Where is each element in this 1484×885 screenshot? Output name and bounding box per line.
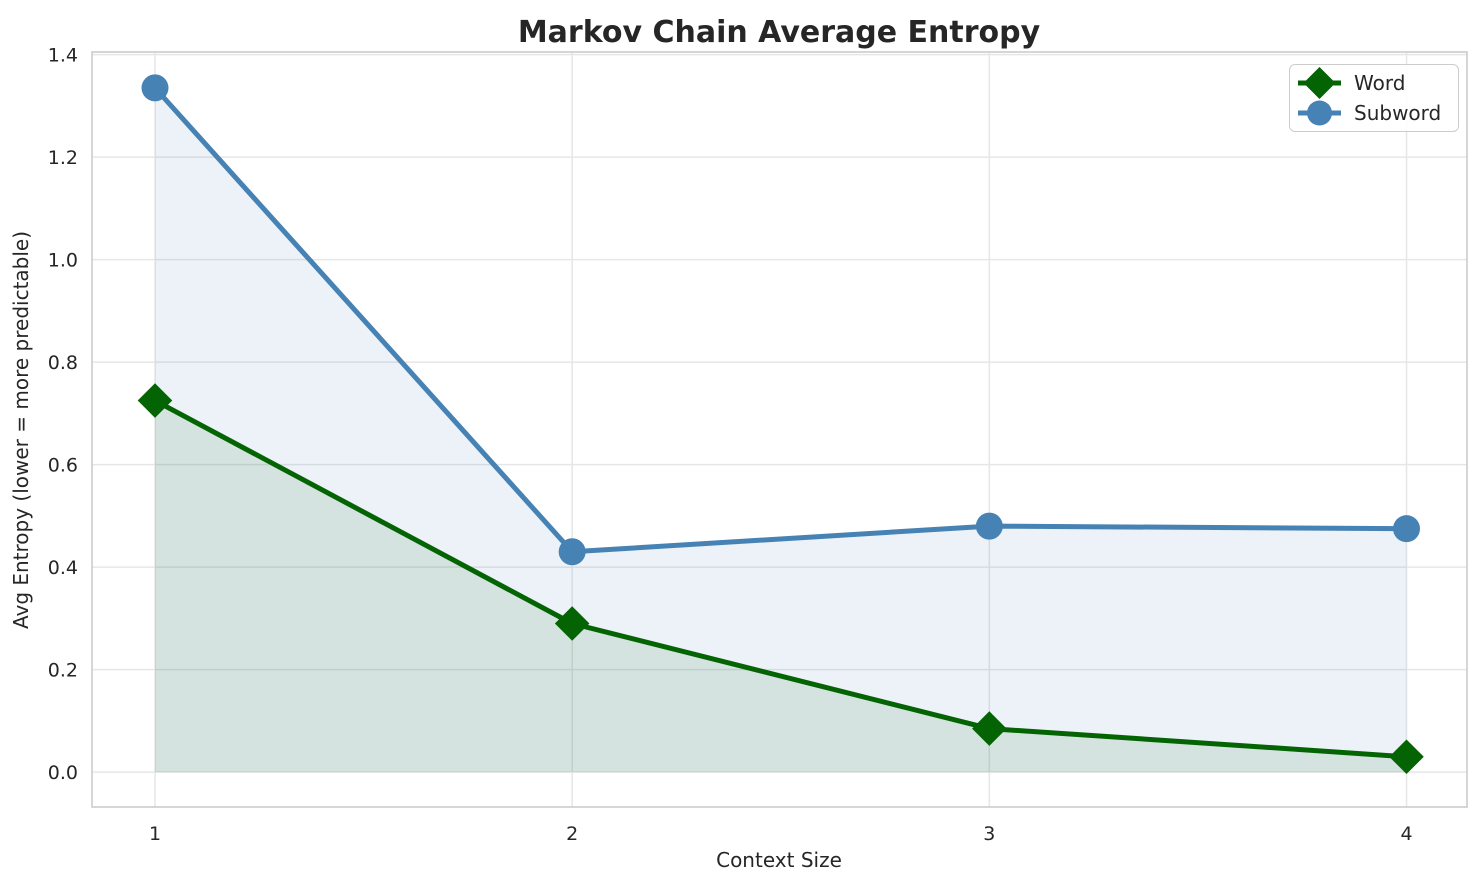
area-fill-word: [154, 400, 1407, 773]
y-axis-label: Avg Entropy (lower = more predictable): [9, 231, 33, 629]
point-subword-4: [1393, 515, 1421, 543]
y-tick-label: 0.0: [48, 762, 78, 784]
tick-layer: 0.0 0.2 0.4 0.6 0.8 1.0 1.2 1.4 1 2 3 4: [48, 45, 1413, 845]
x-tick-label: 2: [566, 823, 578, 845]
x-tick-label: 1: [149, 823, 161, 845]
legend: Word Subword: [1289, 64, 1459, 132]
y-tick-label: 0.6: [48, 455, 78, 477]
circle-marker-icon: [1298, 100, 1341, 126]
point-word-3: [972, 711, 1007, 746]
y-tick-label: 1.0: [48, 250, 78, 272]
legend-item-subword: Subword: [1296, 98, 1448, 128]
area-fill-subword: [154, 87, 1407, 773]
legend-label: Word: [1354, 71, 1406, 95]
plot-border: [91, 51, 1468, 808]
legend-label: Subword: [1354, 101, 1442, 125]
y-tick-label: 1.4: [48, 45, 78, 67]
legend-item-word: Word: [1296, 67, 1448, 99]
point-subword-3: [975, 512, 1003, 540]
point-subword-2: [558, 538, 586, 566]
y-tick-label: 1.2: [48, 147, 78, 169]
x-tick-label: 3: [983, 823, 995, 845]
x-tick-label: 4: [1400, 823, 1412, 845]
y-tick-label: 0.4: [48, 557, 78, 579]
point-word-1: [137, 383, 173, 418]
grid-layer: [91, 51, 1468, 808]
line-subword: [153, 86, 1407, 555]
point-subword-1: [141, 74, 169, 102]
point-word-2: [554, 606, 590, 641]
chart-title: Markov Chain Average Entropy: [518, 15, 1041, 50]
series-layer: [137, 74, 1424, 775]
y-tick-label: 0.8: [48, 352, 78, 374]
x-axis-label: Context Size: [716, 848, 842, 872]
point-word-4: [1389, 739, 1424, 775]
line-word: [153, 398, 1407, 760]
diamond-marker-icon: [1298, 67, 1341, 99]
y-tick-label: 0.2: [48, 660, 78, 682]
